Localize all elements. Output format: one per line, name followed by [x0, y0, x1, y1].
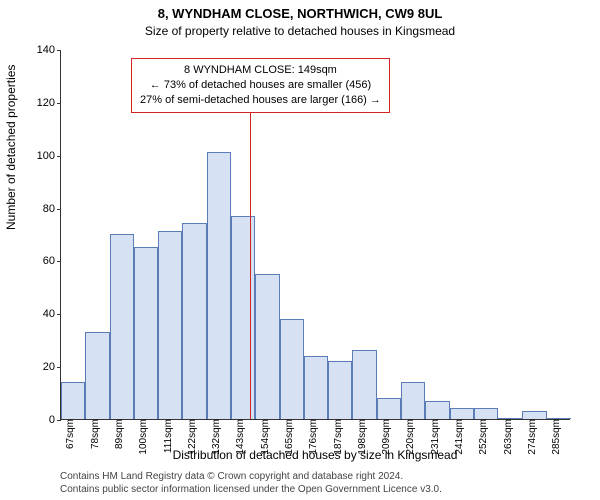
- y-tick-mark: [57, 50, 61, 51]
- y-tick-mark: [57, 156, 61, 157]
- histogram-bar: [134, 247, 158, 419]
- x-tick-label: 89sqm: [112, 419, 125, 449]
- attribution-line: Contains public sector information licen…: [60, 483, 570, 496]
- x-axis-label: Distribution of detached houses by size …: [60, 448, 570, 462]
- y-tick-mark: [57, 103, 61, 104]
- histogram-bar: [304, 356, 328, 419]
- histogram-bar: [182, 223, 206, 419]
- histogram-bar: [61, 382, 85, 419]
- y-tick-mark: [57, 314, 61, 315]
- annotation-line: ← 73% of detached houses are smaller (45…: [140, 78, 381, 93]
- y-tick-mark: [57, 367, 61, 368]
- histogram-bar: [474, 408, 498, 419]
- histogram-bar: [158, 231, 182, 419]
- histogram-bar: [85, 332, 109, 419]
- chart-subtitle: Size of property relative to detached ho…: [0, 24, 600, 38]
- attribution-text: Contains HM Land Registry data © Crown c…: [60, 470, 570, 496]
- y-tick-mark: [57, 420, 61, 421]
- attribution-line: Contains HM Land Registry data © Crown c…: [60, 470, 570, 483]
- histogram-bar: [328, 361, 352, 419]
- y-axis-label: Number of detached properties: [4, 65, 18, 230]
- histogram-bar: [377, 398, 401, 419]
- annotation-line: 8 WYNDHAM CLOSE: 149sqm: [140, 63, 381, 78]
- annotation-box: 8 WYNDHAM CLOSE: 149sqm← 73% of detached…: [131, 58, 390, 113]
- histogram-bar: [207, 152, 231, 419]
- x-tick-label: 78sqm: [88, 419, 101, 449]
- reference-line: [250, 60, 251, 419]
- histogram-bar: [401, 382, 425, 419]
- histogram-bar: [110, 234, 134, 419]
- histogram-bar: [522, 411, 546, 419]
- x-tick-label: 67sqm: [63, 419, 76, 449]
- y-tick-mark: [57, 209, 61, 210]
- histogram-bar: [425, 401, 449, 420]
- histogram-bar: [231, 216, 255, 420]
- histogram-bar: [352, 350, 376, 419]
- chart-plot-area: 02040608010012014067sqm78sqm89sqm100sqm1…: [60, 50, 570, 420]
- y-tick-mark: [57, 261, 61, 262]
- histogram-bar: [450, 408, 474, 419]
- histogram-bar: [255, 274, 279, 419]
- histogram-bar: [280, 319, 304, 419]
- chart-title: 8, WYNDHAM CLOSE, NORTHWICH, CW9 8UL: [0, 6, 600, 21]
- annotation-line: 27% of semi-detached houses are larger (…: [140, 93, 381, 108]
